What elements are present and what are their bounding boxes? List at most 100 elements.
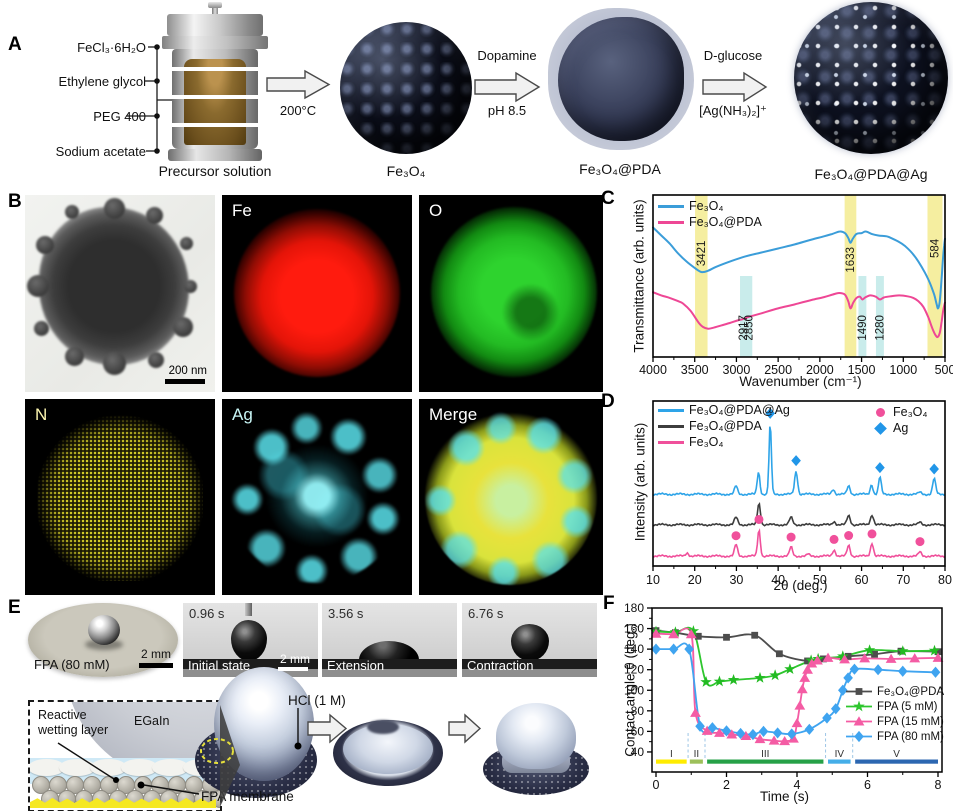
frame-time: 3.56 s [328,606,364,621]
diamond-marker-icon [845,730,873,743]
frame-caption: Extension [327,658,385,673]
frame-initial-state: 0.96 s Initial state 2 mm [183,603,318,677]
frame-caption: Initial state [188,658,251,673]
step3-condition: [Ag(NH₃)₂]⁺ [699,103,767,118]
panel-a-label: A [8,34,22,55]
panel-f-label: F [603,593,615,614]
step2-condition: pH 8.5 [487,103,527,118]
fpa-disc-caption: FPA (80 mM) [34,657,110,672]
disc-scalebar-label: 2 mm [141,647,171,661]
xrd-x-axis-label: 2θ (deg.) [773,578,828,593]
svg-text:3500: 3500 [681,363,709,377]
line-swatch-icon [658,204,684,208]
reagent-acetate: Sodium acetate [55,144,146,159]
xrd-legend: Fe₃O₄@PDA@Ag Fe₃O₄@PDA Fe₃O₄ [658,402,790,450]
decor [35,236,54,255]
reagent-peg: PEG 400 [93,109,146,124]
decor [103,197,125,219]
product3-label: Fe₃O₄@PDA@Ag [814,166,928,182]
svg-text:40: 40 [631,745,645,759]
star-marker-icon [845,700,873,713]
decor [183,279,197,293]
line-swatch-icon [658,408,684,412]
svg-text:60: 60 [855,573,869,587]
frame-time: 0.96 s [189,606,225,621]
svg-text:III: III [761,749,769,760]
contact-legend: Fe₃O₄@PDA FPA (5 mM) FPA (15 mM) FPA (80… [845,684,944,744]
svg-text:4: 4 [794,778,801,792]
reactive-wetting-layer-label: Reactive wetting layer [38,708,109,737]
decor [145,206,163,224]
svg-text:1000: 1000 [889,363,917,377]
fe3o4-sphere-illustration [340,22,472,154]
step3-reagent: D-glucose [703,48,763,63]
precursor-caption: Precursor solution [158,163,272,179]
circle-marker-icon [876,407,885,417]
legend-item: Fe₃O₄ [658,434,790,450]
map-ag-label: Ag [232,405,253,424]
decor [27,275,49,297]
wetting-inset-diagram: Reactive wetting layer EGaIn [28,700,222,811]
reagent-fecl3: FeCl₃·6H₂O [77,40,146,55]
svg-text:30: 30 [729,573,743,587]
fpa-membrane-label: FPA membrane [201,789,294,804]
legend-item: Fe₃O₄@PDA@Ag [658,402,790,418]
decor [33,321,49,337]
decor [65,204,79,219]
svg-text:60: 60 [631,724,645,738]
step2-reagent: Dopamine [477,48,537,63]
egain-droplet-1 [214,667,314,781]
xrd-marker-legend: Fe₃O₄ Ag [872,404,928,436]
svg-text:2500: 2500 [764,363,792,377]
line-swatch-icon [658,440,684,444]
map-merge-image: Merge [419,399,603,595]
process-arrow-icons [266,69,768,103]
tem-scalebar [165,379,205,384]
svg-text:2917: 2917 [738,315,750,341]
map-ag-image: Ag [222,399,412,595]
svg-text:IV: IV [835,749,845,760]
frame-scalebar-label: 2 mm [280,652,310,666]
legend-item: Fe₃O₄ [872,404,928,420]
legend-item: Ag [872,420,928,436]
decor [30,759,65,776]
map-merge-label: Merge [429,405,478,424]
legend-item: Fe₃O₄@PDA [658,418,790,434]
ftir-y-axis-label: Transmittance (arb. units) [631,199,647,353]
ftir-chart: 3421 2917 2850 1633 1490 1280 584 4000 3500 3000 2… [639,193,953,393]
decor [180,236,194,250]
svg-text:4000: 4000 [639,363,667,377]
svg-text:0: 0 [653,778,660,792]
tem-scalebar-label: 200 nm [168,365,207,377]
panel-b-label: B [8,191,22,212]
panel-e-label: E [8,597,21,618]
egain-ball [88,615,120,645]
svg-text:3000: 3000 [723,363,751,377]
step1-temperature: 200°C [279,103,317,118]
map-fe-image: Fe [222,195,412,392]
svg-text:10: 10 [646,573,660,587]
ftir-legend: Fe₃O₄ Fe₃O₄@PDA [658,198,762,230]
frame-scalebar [278,667,308,671]
svg-text:2: 2 [723,778,730,792]
frame-contraction: 6.76 s Contraction [462,603,597,677]
map-o-label: O [429,201,443,220]
xrd-y-axis-label: Intensity (arb. units) [632,422,648,542]
decor [121,759,158,776]
frame-time: 6.76 s [468,606,504,621]
decor [102,352,126,376]
svg-text:160: 160 [624,622,644,636]
svg-text:V: V [893,749,900,760]
contact-angle-chart: I II III IV V 40 60 80 100 120 140 160 180 0 2 4 6 8 [616,600,953,811]
svg-text:I: I [670,749,673,760]
decor [64,347,84,367]
egain-droplet-2 [333,712,443,790]
egain-label: EGaIn [134,714,170,728]
map-o-image: O [419,195,603,392]
svg-text:2850: 2850 [743,315,755,341]
svg-text:70: 70 [896,573,910,587]
disc-scalebar [139,663,173,668]
legend-item: Fe₃O₄@PDA [845,684,944,699]
